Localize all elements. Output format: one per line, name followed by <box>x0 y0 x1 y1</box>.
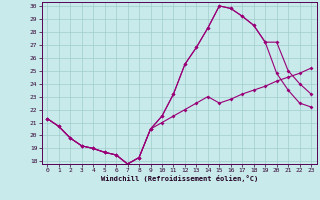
X-axis label: Windchill (Refroidissement éolien,°C): Windchill (Refroidissement éolien,°C) <box>100 175 258 182</box>
